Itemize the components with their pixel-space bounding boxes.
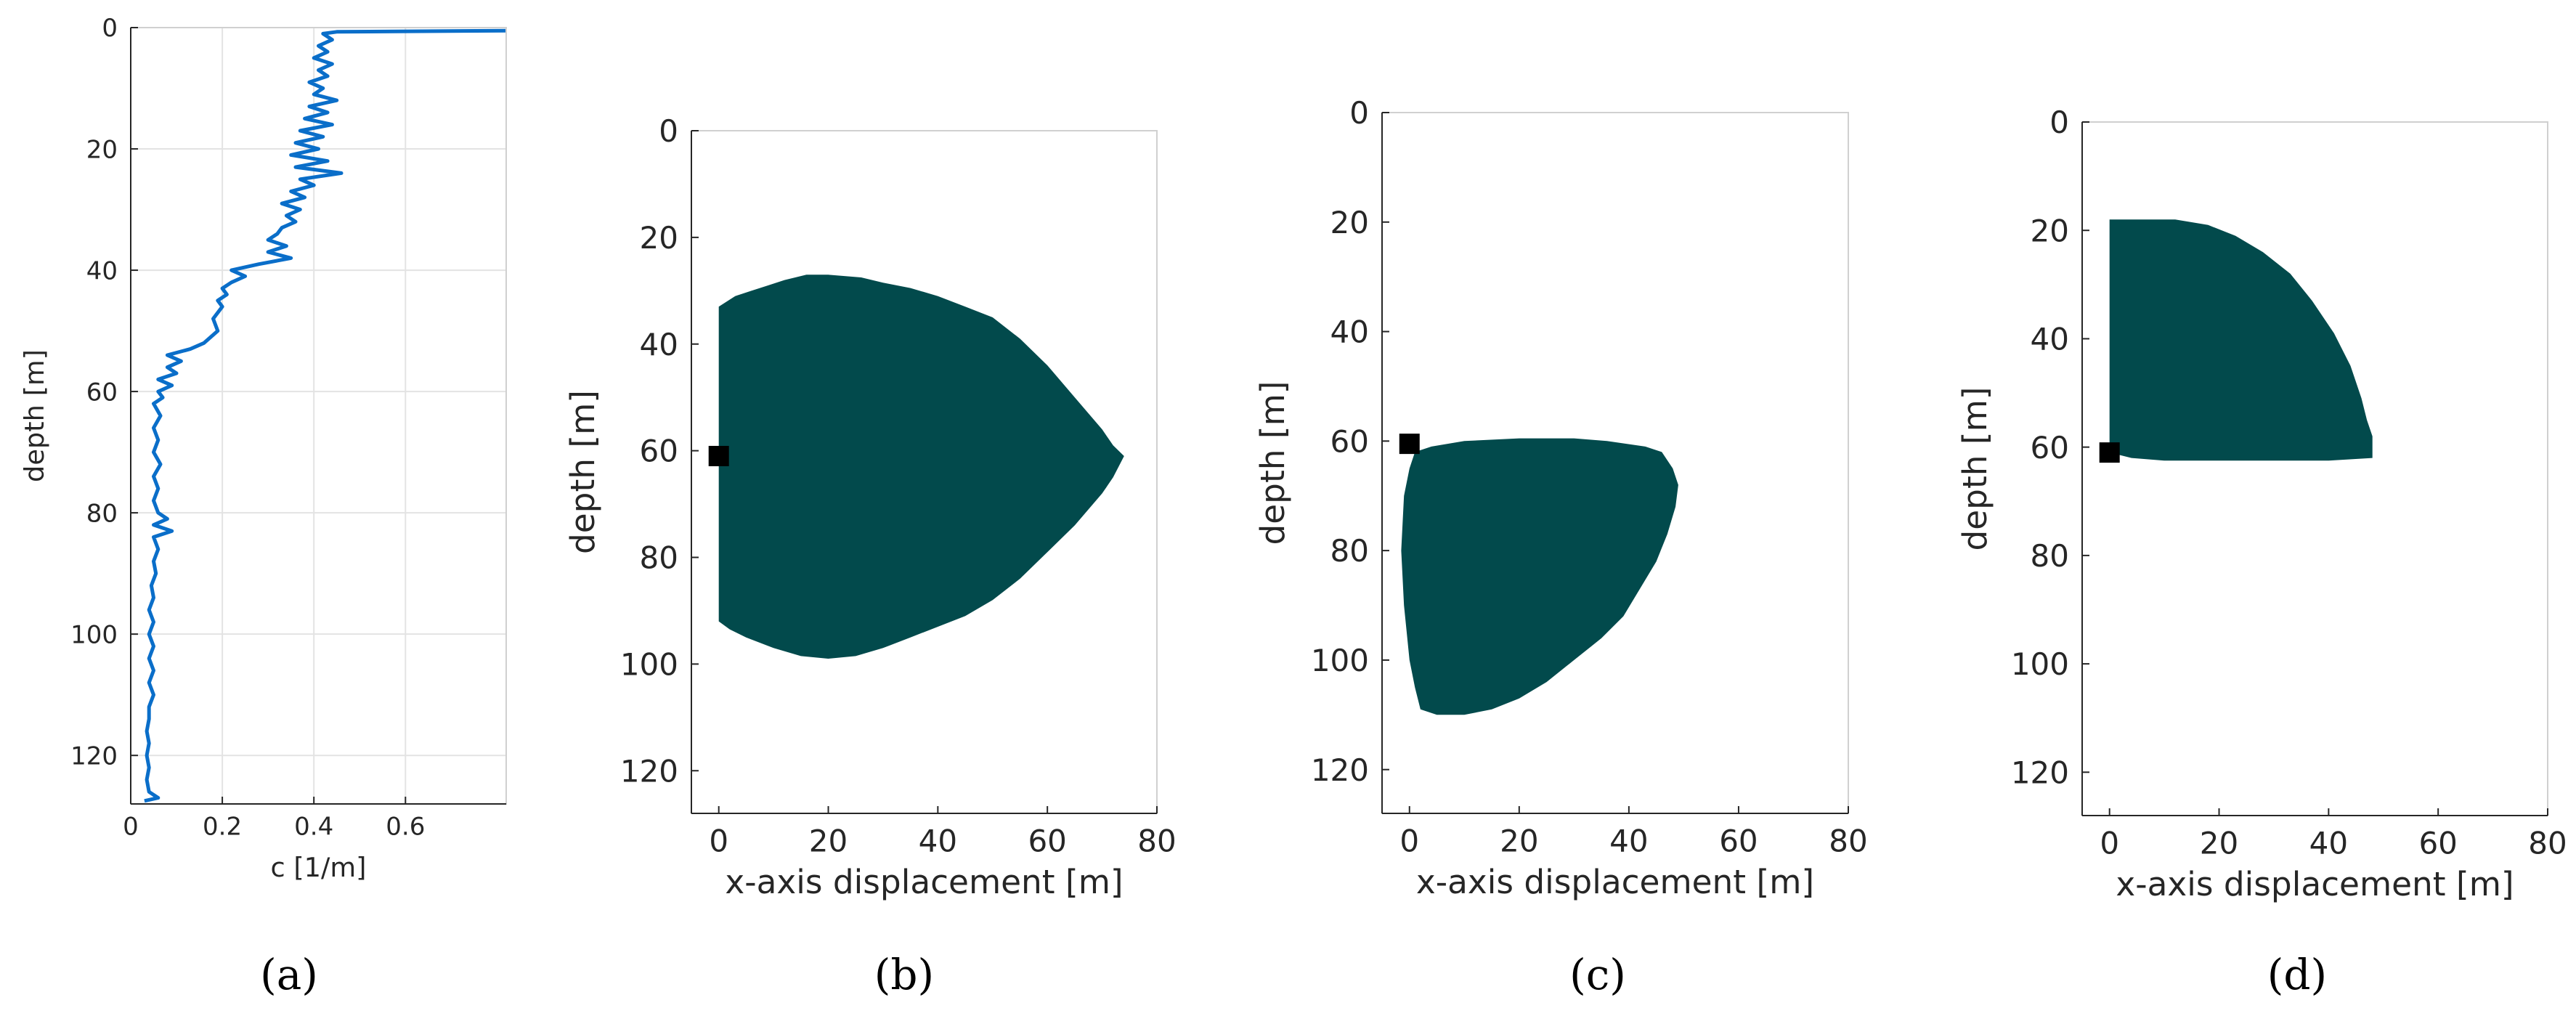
y-tick-label: 60 — [1330, 423, 1369, 459]
caption-b: (b) — [874, 950, 934, 999]
x-tick-label: 80 — [1829, 824, 1867, 859]
y-tick-label: 100 — [2011, 646, 2069, 682]
y-tick-label: 40 — [2031, 322, 2069, 357]
x-tick-label: 80 — [1137, 824, 1176, 859]
source-marker — [2099, 442, 2120, 463]
y-tick-label: 120 — [2011, 755, 2069, 790]
caption-d: (d) — [2267, 950, 2327, 999]
x-tick-label: 0 — [709, 824, 728, 859]
y-tick-label: 100 — [1311, 643, 1369, 678]
x-axis-label: x-axis displacement [m] — [2116, 865, 2514, 903]
y-tick-label: 60 — [640, 434, 678, 469]
x-tick-label: 40 — [919, 824, 957, 859]
y-tick-label: 20 — [86, 135, 118, 164]
x-tick-label: 20 — [2200, 826, 2238, 861]
y-tick-label: 20 — [640, 220, 678, 256]
x-tick-label: 0 — [2100, 826, 2119, 861]
x-tick-label: 80 — [2528, 826, 2567, 861]
caption-a: (a) — [260, 950, 318, 999]
y-tick-label: 60 — [86, 378, 118, 407]
y-tick-label: 80 — [640, 540, 678, 576]
detection-region — [1401, 438, 1678, 715]
x-tick-label: 60 — [2418, 826, 2457, 861]
x-tick-label: 0.2 — [203, 813, 242, 842]
y-tick-label: 100 — [70, 620, 118, 649]
x-tick-label: 40 — [2309, 826, 2348, 861]
y-tick-label: 120 — [1311, 752, 1369, 788]
series-line-0 — [144, 28, 507, 803]
y-tick-label: 0 — [2049, 105, 2069, 140]
y-tick-label: 120 — [620, 753, 678, 789]
x-tick-label: 0.4 — [294, 813, 333, 842]
chart-d: 0 20 40 60 80 0 20 40 60 80 100 120 x-axis displacem… — [1956, 105, 2567, 903]
x-tick-label: 20 — [809, 824, 848, 859]
chart-c: 0 20 40 60 80 0 20 40 60 80 100 120 x-axis displacem… — [1254, 95, 1868, 901]
y-tick-label: 20 — [2031, 213, 2069, 248]
x-tick-label: 60 — [1719, 824, 1758, 859]
y-tick-label: 40 — [1330, 314, 1369, 350]
source-marker — [708, 445, 729, 466]
y-axis-label: depth [m] — [1956, 386, 1994, 550]
x-tick-label: 0.6 — [386, 813, 425, 842]
x-tick-label: 20 — [1500, 824, 1538, 859]
y-axis-label: depth [m] — [1254, 381, 1292, 545]
x-tick-label: 40 — [1609, 824, 1648, 859]
y-tick-label: 40 — [86, 256, 118, 285]
caption-c: (c) — [1569, 950, 1626, 999]
y-axis-label: depth [m] — [19, 349, 50, 482]
x-axis-label: c [1/m] — [270, 852, 366, 883]
y-tick-label: 120 — [70, 741, 118, 771]
y-tick-label: 0 — [659, 113, 678, 149]
y-axis-label: depth [m] — [564, 390, 602, 554]
x-tick-label: 0 — [1399, 824, 1419, 859]
y-tick-label: 60 — [2031, 430, 2069, 466]
chart-a: 0 0.2 0.4 0.6 0 20 40 60 80 100 120 c [1/m] depth [m… — [19, 14, 507, 883]
y-tick-label: 80 — [2031, 538, 2069, 574]
x-tick-label: 0 — [123, 813, 139, 842]
x-axis-label: x-axis displacement [m] — [725, 863, 1123, 901]
detection-region — [718, 275, 1124, 659]
y-tick-label: 100 — [620, 646, 678, 682]
y-tick-label: 0 — [102, 14, 118, 43]
y-tick-label: 80 — [86, 499, 118, 528]
detection-region — [2109, 219, 2373, 461]
plot-area — [131, 28, 506, 804]
y-tick-label: 40 — [640, 327, 678, 362]
y-tick-label: 0 — [1349, 95, 1369, 131]
chart-b: 0 20 40 60 80 0 20 40 60 80 100 120 x-axis displacem… — [564, 113, 1177, 901]
y-tick-label: 20 — [1330, 205, 1369, 240]
source-marker — [1399, 434, 1420, 455]
x-axis-label: x-axis displacement [m] — [1416, 863, 1814, 901]
y-tick-label: 80 — [1330, 533, 1369, 569]
x-tick-label: 60 — [1028, 824, 1066, 859]
